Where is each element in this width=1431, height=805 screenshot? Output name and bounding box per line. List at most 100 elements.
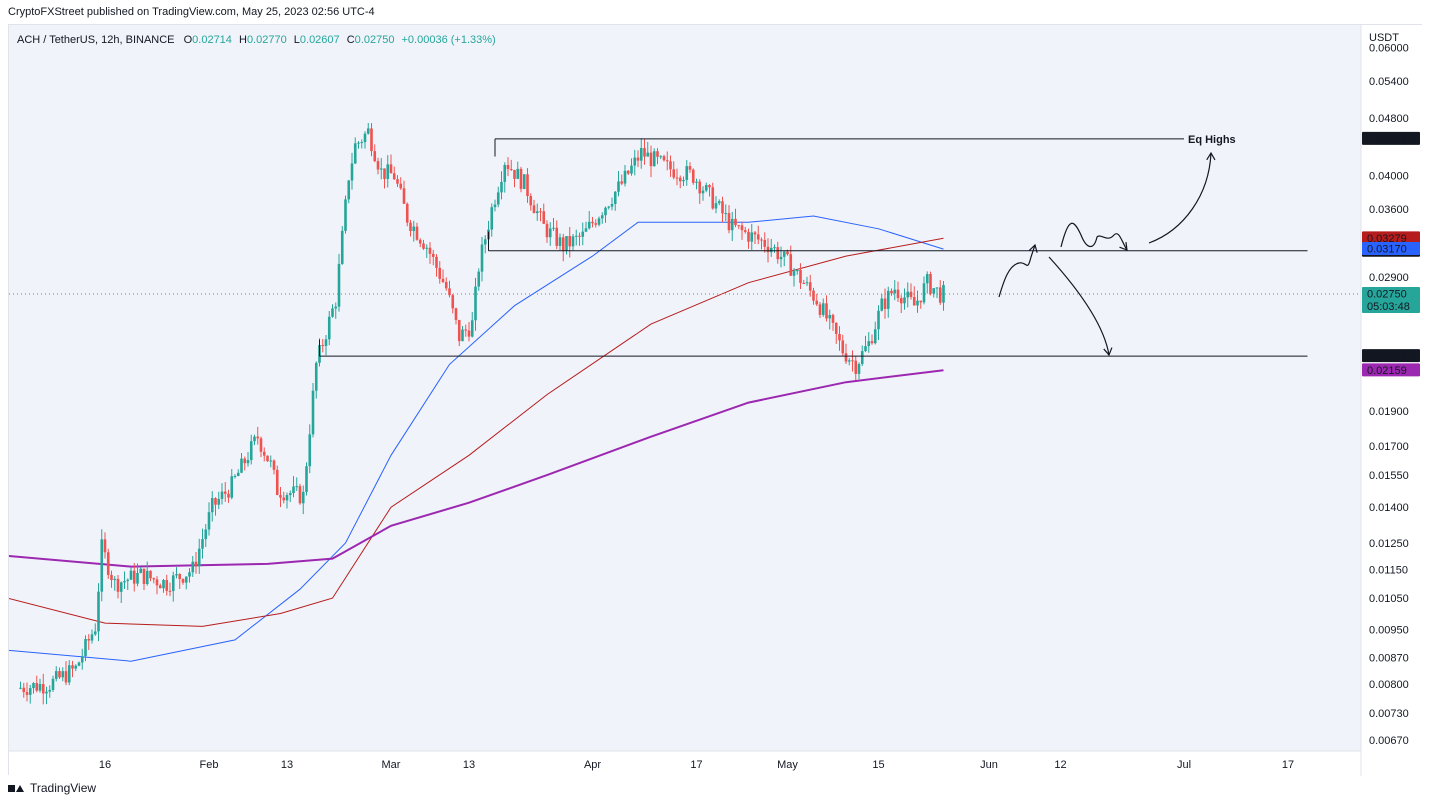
candle [477, 271, 481, 287]
candle [324, 339, 328, 347]
candle [825, 303, 828, 319]
candle [630, 165, 633, 174]
candle [496, 192, 500, 205]
candle [571, 236, 575, 247]
candle [441, 278, 445, 282]
price-label-bg [1362, 286, 1420, 313]
candle [54, 671, 58, 679]
candle [513, 169, 516, 179]
arrow-chop-head [1119, 241, 1128, 251]
candle [503, 164, 507, 182]
candle [506, 164, 510, 170]
candle [201, 539, 204, 549]
candle [188, 572, 191, 577]
candle [171, 575, 175, 592]
candle [730, 218, 734, 231]
candle [412, 226, 416, 232]
candle [41, 684, 45, 694]
candle [786, 251, 789, 255]
candle [243, 458, 247, 464]
publisher-header: CryptoFXStreet published on TradingView.… [8, 6, 375, 18]
candle [734, 218, 737, 226]
candle [363, 133, 367, 143]
candle [311, 390, 315, 435]
chart-area[interactable]: Eq Highs 0.06000 0.05400 0.04800 0.04000 0.0… [8, 24, 1423, 776]
x-tick-label: Apr [584, 759, 601, 771]
candle [669, 161, 672, 170]
candle [123, 581, 126, 583]
candle [45, 691, 48, 694]
x-tick-label: 13 [463, 759, 475, 771]
candle [555, 227, 559, 246]
candle [711, 187, 715, 209]
svg-text:ACH / TetherUS, 12h, BINANCE: ACH / TetherUS, 12h, BINANCE O0.02714 H0… [17, 34, 496, 46]
candle [870, 341, 874, 344]
candle [139, 568, 143, 573]
candle [526, 174, 529, 197]
candle [646, 152, 650, 157]
candle [591, 221, 594, 224]
y-tick-label: 0.01400 [1369, 502, 1409, 514]
candle [461, 329, 464, 342]
candle [207, 512, 211, 530]
candle [912, 296, 916, 306]
x-tick-label: 15 [872, 759, 884, 771]
candle [158, 585, 162, 589]
candle [753, 232, 757, 235]
candle [568, 236, 572, 247]
candle [480, 244, 484, 272]
candle [298, 486, 302, 504]
candle [509, 169, 513, 171]
candle [743, 230, 747, 232]
candle [597, 218, 601, 225]
candle [617, 181, 620, 192]
candle [847, 360, 851, 362]
candle [97, 591, 100, 632]
candle [360, 142, 364, 144]
candle [675, 177, 679, 179]
candle [383, 168, 386, 180]
x-tick-label: 13 [281, 759, 293, 771]
candle [782, 251, 786, 257]
y-unit-label: USDT [1369, 32, 1399, 44]
candle [808, 282, 812, 291]
x-tick-label: Jul [1177, 759, 1191, 771]
candle [399, 183, 403, 189]
candle [607, 206, 611, 208]
ema-line [9, 237, 944, 627]
price-label: 0.02159 [1367, 365, 1407, 377]
candle [610, 204, 614, 207]
x-tick-label: 12 [1054, 759, 1066, 771]
candle [828, 314, 832, 319]
price-label: 0.02259 [1367, 351, 1407, 363]
candle [77, 662, 81, 666]
candle [539, 211, 542, 213]
tradingview-logo-icon [8, 782, 24, 794]
candle [708, 185, 711, 188]
candle [405, 203, 409, 223]
candle [51, 678, 55, 690]
candle [750, 232, 754, 242]
chart-canvas[interactable]: Eq Highs 0.060000.054000.048000.040000.0… [9, 25, 1423, 776]
candle [240, 458, 243, 473]
candle [464, 329, 468, 331]
candle [890, 290, 893, 294]
candle [535, 211, 539, 214]
candle [233, 476, 237, 478]
candle [942, 285, 945, 303]
candle [766, 246, 770, 253]
candle [522, 174, 526, 189]
candle [659, 156, 663, 158]
candle [28, 688, 32, 695]
candle [337, 263, 341, 307]
candle [623, 170, 627, 184]
candle [350, 163, 354, 181]
candle [227, 493, 230, 498]
candle [80, 656, 84, 663]
footer[interactable]: TradingView [8, 781, 96, 795]
candle [142, 568, 146, 584]
candle [119, 582, 123, 592]
candle [129, 570, 133, 580]
candle [760, 239, 763, 241]
price-label-bg [1362, 242, 1420, 256]
